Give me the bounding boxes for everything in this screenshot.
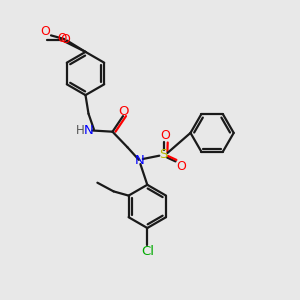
Text: H: H	[76, 124, 85, 137]
Text: N: N	[84, 124, 93, 137]
Text: Cl: Cl	[141, 244, 154, 258]
Text: O: O	[118, 105, 129, 119]
Text: O: O	[40, 25, 50, 38]
Text: S: S	[159, 148, 168, 161]
Text: O: O	[61, 33, 70, 46]
Text: O: O	[160, 129, 169, 142]
Text: O: O	[58, 32, 67, 46]
Text: N: N	[134, 154, 144, 167]
Text: O: O	[176, 160, 186, 173]
